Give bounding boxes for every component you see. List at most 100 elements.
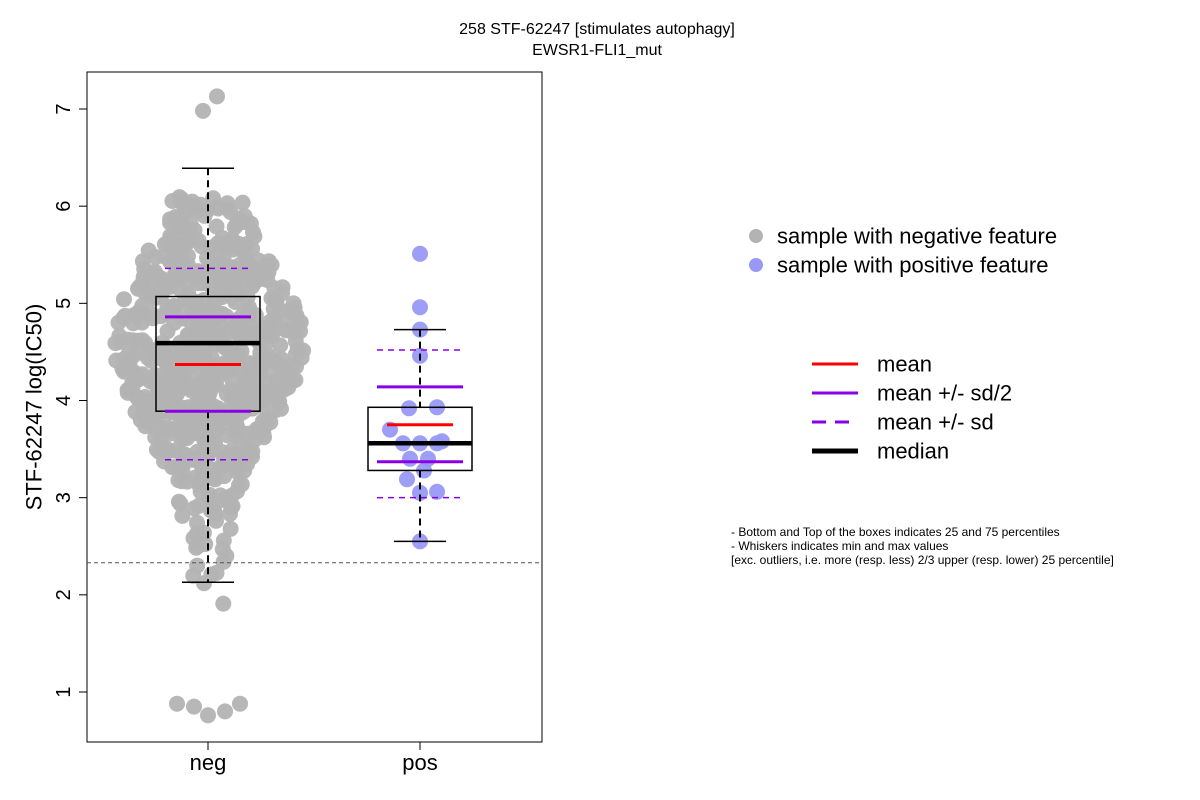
pos-data-point <box>412 299 428 316</box>
neg-data-point <box>231 477 247 494</box>
neg-data-point <box>222 505 238 522</box>
legend-entry: sample with negative feature <box>777 224 1057 249</box>
y-tick-label: 1 <box>53 686 75 697</box>
neg-data-point <box>156 248 173 265</box>
pos-data-point <box>402 450 418 467</box>
neg-data-point <box>159 234 176 251</box>
y-tick-label: 2 <box>53 589 75 600</box>
neg-data-point <box>214 305 231 322</box>
neg-data-point <box>174 507 191 524</box>
neg-data-point <box>209 88 225 105</box>
neg-data-point <box>265 313 282 330</box>
neg-data-point <box>253 397 270 414</box>
x-tick-label: neg <box>190 750 227 775</box>
neg-data-point <box>230 325 247 342</box>
neg-data-point <box>186 698 202 715</box>
notes: - Bottom and Top of the boxes indicates … <box>731 525 1114 567</box>
neg-data-point <box>156 453 173 470</box>
neg-data-point <box>231 383 248 399</box>
neg-data-point <box>239 253 256 270</box>
neg-data-point <box>158 373 174 390</box>
neg-data-point <box>170 493 187 510</box>
y-tick-label: 3 <box>53 492 75 503</box>
neg-data-point <box>180 399 197 416</box>
neg-data-point <box>189 514 205 531</box>
pos-data-point <box>412 245 428 262</box>
neg-data-point <box>211 367 228 384</box>
neg-data-point <box>202 277 219 294</box>
neg-data-point <box>184 198 201 215</box>
neg-data-point <box>203 566 220 583</box>
neg-data-point <box>195 102 211 119</box>
neg-data-point <box>224 289 241 306</box>
legend-swatch-point <box>749 229 763 243</box>
y-tick-label: 5 <box>53 298 75 309</box>
neg-data-point <box>230 215 247 232</box>
neg-data-point <box>135 272 152 289</box>
note-line: - Whiskers indicates min and max values <box>731 539 948 553</box>
chart-title: 258 STF-62247 [stimulates autophagy] <box>459 21 735 38</box>
neg-data-point <box>219 492 236 509</box>
neg-data-point <box>218 385 235 402</box>
legend-swatch-point <box>749 258 763 272</box>
neg-data-point <box>185 530 202 547</box>
neg-data-point <box>145 407 162 424</box>
neg-data-point <box>285 301 302 318</box>
neg-data-point <box>143 285 160 302</box>
neg-data-point <box>179 473 196 490</box>
neg-data-point <box>166 271 183 288</box>
neg-data-point <box>234 194 251 211</box>
neg-data-point <box>244 240 261 257</box>
neg-data-point <box>204 261 221 278</box>
neg-data-point <box>189 377 206 394</box>
neg-data-point <box>215 251 232 268</box>
neg-data-point <box>259 259 276 276</box>
neg-data-point <box>182 347 199 364</box>
neg-data-point <box>230 268 247 285</box>
note-line: [exc. outliers, i.e. more (resp. less) 2… <box>731 553 1114 567</box>
neg-data-point <box>279 364 296 381</box>
neg-data-point <box>263 290 280 307</box>
legend: sample with negative feature sample with … <box>749 224 1057 464</box>
neg-data-point <box>241 355 258 372</box>
neg-data-point <box>190 263 207 280</box>
neg-data-point <box>193 238 210 255</box>
neg-data-point <box>206 291 223 308</box>
neg-data-point <box>172 223 189 240</box>
legend-entry: mean <box>877 352 932 377</box>
legend-entry: mean +/- sd <box>877 410 994 435</box>
neg-data-point <box>181 365 198 382</box>
neg-data-point <box>203 500 220 517</box>
neg-data-point <box>173 445 190 462</box>
neg-data-point <box>115 351 132 368</box>
neg-data-point <box>126 368 143 385</box>
plot-area: 1 2 3 4 5 6 7 STF-62247 log(IC50) neg pos <box>22 71 543 775</box>
neg-data-point <box>179 430 196 447</box>
neg-data-point <box>272 337 289 354</box>
neg-data-point <box>208 512 224 529</box>
neg-data-point <box>177 292 193 309</box>
neg-data-point <box>195 348 212 365</box>
neg-data-point <box>107 335 124 352</box>
neg-data-point <box>264 351 281 368</box>
legend-entry: mean +/- sd/2 <box>877 381 1012 406</box>
neg-data-point <box>152 429 169 446</box>
chart-subtitle: EWSR1-FLI1_mut <box>532 42 662 59</box>
neg-data-point <box>152 350 169 367</box>
x-tick-label: pos <box>402 750 437 775</box>
legend-entry: median <box>877 439 949 464</box>
neg-data-point <box>217 703 233 720</box>
neg-data-point <box>129 308 146 324</box>
neg-data-point <box>180 417 197 434</box>
neg-data-point <box>214 444 231 460</box>
legend-entry: sample with positive feature <box>777 253 1048 278</box>
neg-data-point <box>142 305 159 322</box>
neg-data-point <box>170 242 187 259</box>
neg-data-point <box>215 410 232 426</box>
neg-data-point <box>218 547 235 564</box>
neg-data-point <box>232 695 248 712</box>
neg-data-point <box>167 209 184 225</box>
neg-data-point <box>116 291 132 308</box>
pos-box <box>367 406 473 472</box>
